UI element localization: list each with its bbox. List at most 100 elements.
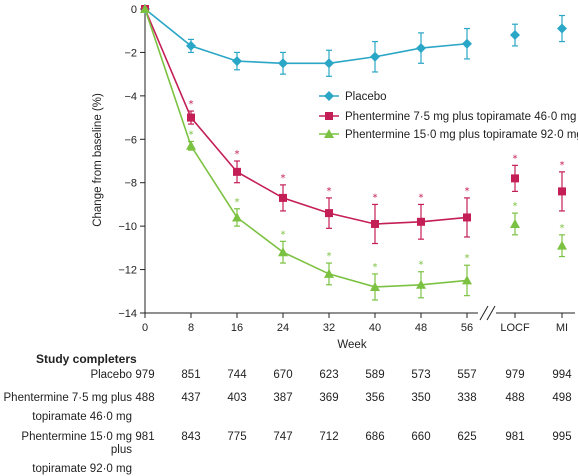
- data-point: [462, 38, 472, 49]
- table-cell: 747: [273, 431, 293, 443]
- data-point: [186, 40, 196, 51]
- y-tick-label: −14: [118, 308, 137, 320]
- table-cell: 744: [227, 369, 247, 381]
- data-point: [416, 43, 426, 54]
- table-cell: 356: [365, 392, 385, 404]
- significance-star: *: [465, 186, 470, 197]
- table-cell: 498: [552, 392, 572, 404]
- legend-marker: [324, 91, 334, 101]
- x-tick-label: 16: [231, 322, 243, 334]
- data-point: [140, 4, 150, 13]
- table-row-label-line: Phentermine 7·5 mg plus: [3, 392, 132, 404]
- table-cell: 995: [552, 431, 572, 443]
- y-tick-label: −4: [124, 91, 137, 103]
- data-point: [232, 56, 242, 67]
- chart-area: 0 −2 −4 −6 −8 −10 −12 −14 0 8 16 24 32 40 48 56 LOCF MI *…: [92, 4, 578, 351]
- table-cell: 670: [273, 369, 293, 381]
- legend-label: Phentermine 15·0 mg plus topiramate 92·0…: [345, 129, 578, 141]
- data-point: [511, 174, 519, 183]
- table-cell: 573: [411, 369, 431, 381]
- significance-star: *: [560, 223, 565, 234]
- x-tick-label: 8: [188, 322, 194, 334]
- table-row-label: Placebo: [0, 369, 132, 382]
- data-point: [463, 213, 471, 222]
- table-cell: 488: [135, 392, 155, 404]
- table-cell: 369: [319, 392, 339, 404]
- table-cell: 994: [552, 369, 572, 381]
- y-tick-label: −10: [118, 221, 137, 233]
- table-title: Study completers: [36, 352, 137, 366]
- table-row-label: Phentermine 15·0 mg plus topiramate 92·0 …: [0, 431, 132, 476]
- series-line: [144, 8, 468, 65]
- table-cell: 437: [181, 392, 201, 404]
- data-point: [233, 167, 241, 176]
- legend-marker: [325, 112, 333, 120]
- x-tick-label: MI: [556, 322, 568, 334]
- data-point: [557, 23, 567, 34]
- legend-label: Placebo: [345, 91, 387, 103]
- significance-star: *: [373, 262, 378, 273]
- y-tick-label: −2: [124, 47, 137, 59]
- data-point: [370, 281, 380, 291]
- x-tick-label: 48: [415, 322, 427, 334]
- table-cell: 350: [411, 392, 431, 404]
- table-cell: 981: [505, 431, 525, 443]
- table-cell: 712: [319, 431, 339, 443]
- significance-star: *: [327, 251, 332, 262]
- table-cell: 775: [227, 431, 247, 443]
- table-row-label-line: Placebo: [90, 369, 132, 381]
- table-cell: 660: [411, 431, 431, 443]
- data-point: [324, 58, 334, 69]
- data-point: [279, 193, 287, 202]
- series-layer: * * * * * * * * * * * * * * * * * *: [140, 4, 567, 301]
- data-point: [558, 187, 566, 196]
- legend-marker: [324, 129, 334, 138]
- significance-star: *: [281, 229, 286, 240]
- data-point: [416, 279, 426, 289]
- y-tick-label: −6: [124, 134, 137, 146]
- x-tick-label: 24: [277, 322, 289, 334]
- legend-label: Phentermine 7·5 mg plus topiramate 46·0 …: [345, 111, 576, 123]
- data-point: [557, 240, 567, 250]
- data-point: [371, 219, 379, 228]
- significance-star: *: [327, 186, 332, 197]
- significance-star: *: [281, 173, 286, 184]
- significance-star: *: [373, 192, 378, 203]
- x-tick-label: 56: [461, 322, 473, 334]
- significance-star: *: [419, 260, 424, 271]
- data-point: [417, 217, 425, 226]
- x-axis-title: Week: [337, 339, 366, 351]
- table-cell: 403: [227, 392, 247, 404]
- table-cell: 851: [181, 369, 201, 381]
- data-point: [232, 212, 242, 222]
- data-point: [324, 268, 334, 278]
- x-tick-label: 0: [142, 322, 148, 334]
- table-cell: 981: [135, 431, 155, 443]
- legend: Placebo Phentermine 7·5 mg plus topiramat…: [319, 91, 578, 141]
- significance-star: *: [560, 160, 565, 171]
- significance-star: *: [419, 192, 424, 203]
- data-point: [278, 58, 288, 69]
- x-tick-label: LOCF: [500, 322, 530, 334]
- table-cell: 686: [365, 431, 385, 443]
- significance-star: *: [513, 153, 518, 164]
- axis-break-mark: [479, 305, 489, 321]
- series-line: [144, 8, 468, 225]
- x-tick-label: 40: [369, 322, 381, 334]
- significance-star: *: [235, 149, 240, 160]
- table-cell: 623: [319, 369, 339, 381]
- table-row-label-line: Phentermine 15·0 mg plus: [21, 431, 132, 456]
- y-tick-label: 0: [131, 4, 137, 16]
- significance-star: *: [235, 197, 240, 208]
- axes: 0 −2 −4 −6 −8 −10 −12 −14 0 8 16 24 32 40 48 56 LOCF MI: [118, 4, 575, 334]
- data-point: [187, 113, 195, 122]
- axis-break-mark: [486, 305, 496, 321]
- data-point: [186, 140, 196, 150]
- table-row-label: Phentermine 7·5 mg plus topiramate 46·0 m…: [0, 392, 132, 424]
- data-point: [278, 247, 288, 257]
- y-axis-title: Change from baseline (%): [92, 93, 104, 227]
- y-tick-label: −12: [118, 265, 137, 277]
- data-point: [370, 51, 380, 62]
- significance-star: *: [513, 201, 518, 212]
- table-cell: 589: [365, 369, 385, 381]
